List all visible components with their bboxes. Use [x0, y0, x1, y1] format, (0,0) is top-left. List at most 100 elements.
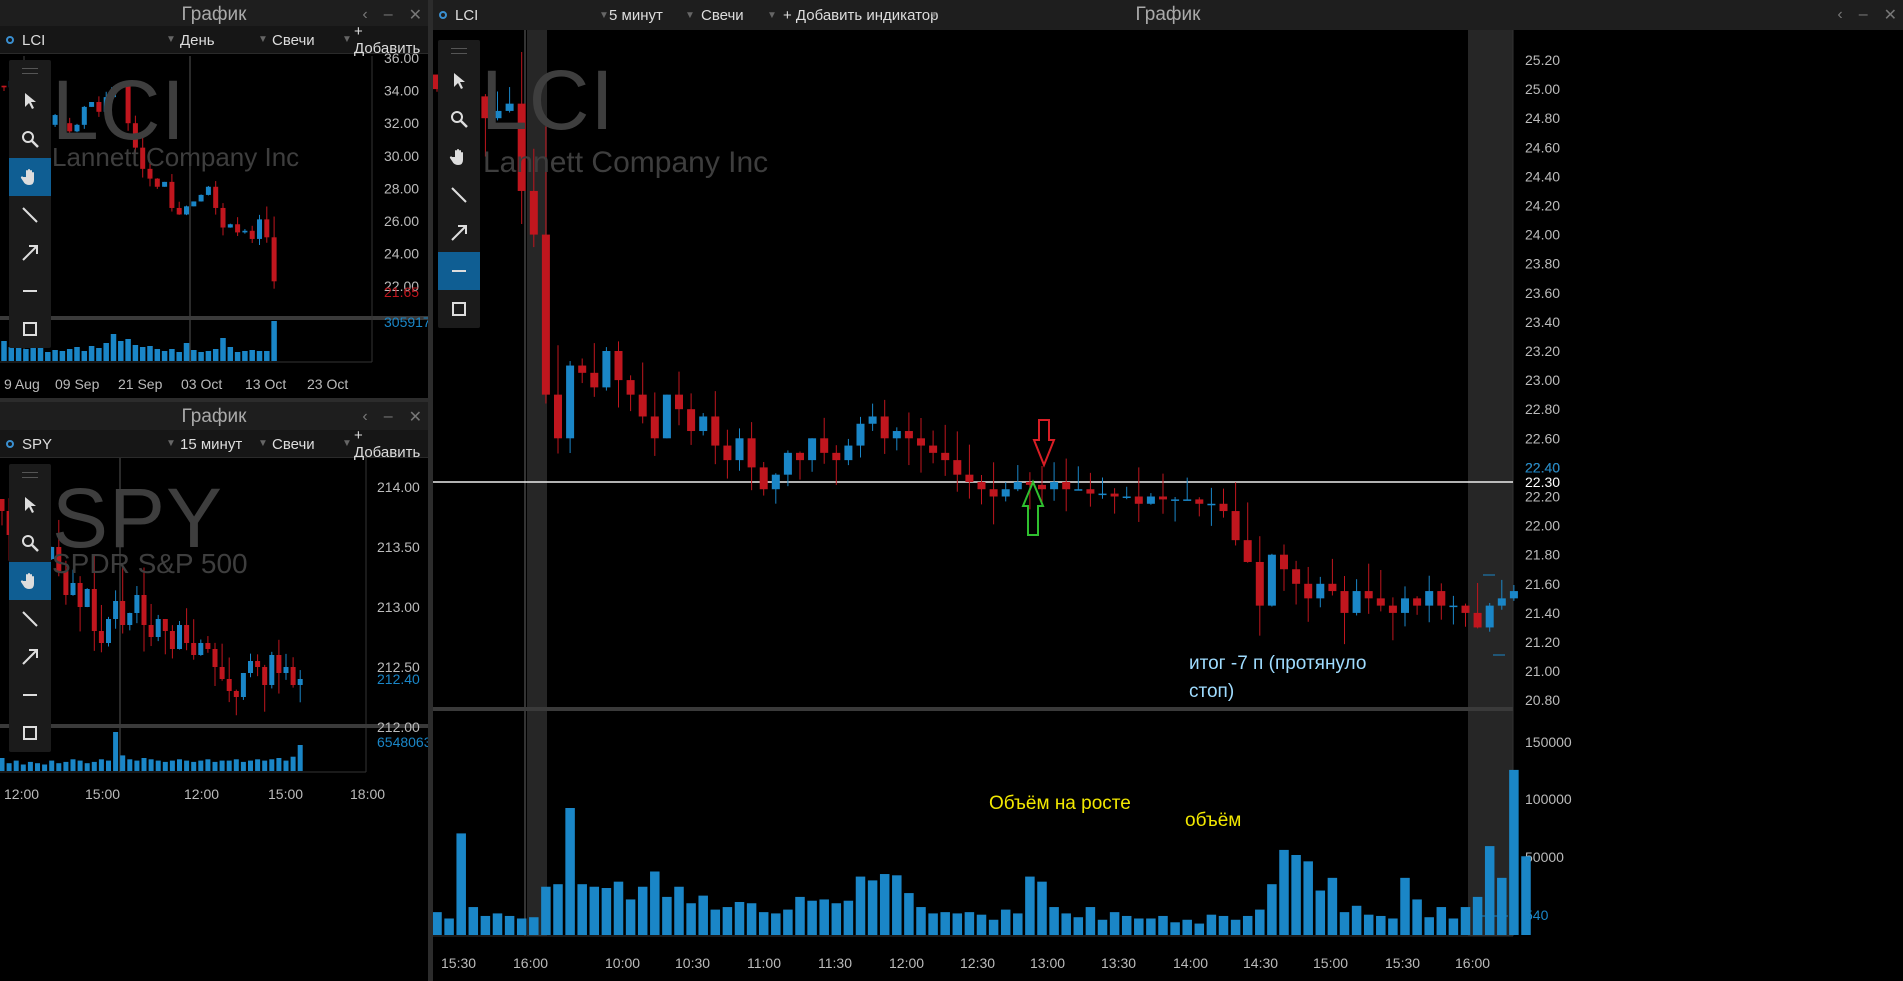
arrow-tool[interactable]	[9, 234, 51, 272]
candle-body	[155, 619, 161, 637]
rectangle-tool[interactable]	[438, 290, 480, 328]
rectangle-tool[interactable]	[9, 310, 51, 348]
chevron-left-icon[interactable]: ‹	[362, 6, 368, 23]
chevron-down-icon[interactable]: ▼	[342, 34, 352, 45]
x-axis-label: 16:00	[1455, 955, 1490, 971]
line-tool[interactable]	[9, 600, 51, 638]
volume-bar	[831, 903, 842, 935]
volume-bar	[177, 759, 182, 771]
interval-selector[interactable]: 5 минут	[609, 6, 663, 24]
chevron-down-icon[interactable]: ▼	[685, 10, 695, 21]
volume-bar	[91, 761, 97, 771]
cursor-tool[interactable]	[9, 82, 51, 120]
chevron-down-icon[interactable]: ▼	[258, 438, 268, 449]
symbol-selector[interactable]: LCI	[6, 26, 45, 54]
candle-body	[1098, 493, 1107, 496]
panel-titlebar[interactable]: LCI ▼ 5 минут ▼ Свечи ▼ + Добавить индик…	[433, 0, 1903, 30]
candle-body	[205, 643, 211, 649]
x-axis-label: 11:30	[818, 955, 852, 971]
candle-body	[796, 452, 804, 461]
price-chart[interactable]: 25.20 25.00 24.80 24.60 24.40 24.20 24.00 23.80…	[433, 0, 1903, 981]
chevron-down-icon[interactable]: ▼	[929, 10, 939, 21]
line-tool[interactable]	[9, 196, 51, 234]
volume-bar	[139, 347, 146, 361]
volume-axis-label: 50000	[1525, 849, 1564, 865]
horizontal-line-tool[interactable]	[9, 676, 51, 714]
volume-bar	[928, 913, 938, 935]
close-icon[interactable]: ✕	[408, 7, 422, 24]
candle-body	[269, 655, 275, 685]
volume-bar	[262, 760, 268, 771]
zoom-tool[interactable]	[9, 524, 51, 562]
zoom-tool[interactable]	[438, 100, 480, 138]
volume-bar	[1315, 890, 1326, 935]
chevron-down-icon[interactable]: ▼	[599, 10, 609, 21]
pan-tool[interactable]	[438, 138, 480, 176]
chevron-down-icon[interactable]: ▼	[342, 438, 352, 449]
y-axis-label: 23.20	[1525, 343, 1560, 359]
cursor-tool[interactable]	[9, 486, 51, 524]
grip-handle[interactable]	[9, 464, 51, 486]
panel-splitter[interactable]	[428, 0, 433, 981]
arrow-tool[interactable]	[438, 214, 480, 252]
zoom-tool[interactable]	[9, 120, 51, 158]
volume-bar	[529, 917, 539, 935]
candle-body	[148, 625, 154, 637]
chart-type-selector[interactable]: Свечи	[272, 31, 315, 49]
line-tool[interactable]	[438, 176, 480, 214]
chevron-left-icon[interactable]: ‹	[362, 408, 368, 425]
chevron-down-icon[interactable]: ▼	[258, 34, 268, 45]
grip-handle[interactable]	[9, 60, 51, 82]
pan-tool[interactable]	[9, 158, 51, 196]
panel-titlebar[interactable]: График ‹ – ✕	[0, 0, 428, 30]
add-indicator-button[interactable]: + Добавить индикатор	[783, 6, 939, 24]
candle-body	[257, 219, 262, 239]
minimize-icon[interactable]: –	[1858, 6, 1868, 23]
volume-bar	[161, 351, 168, 361]
chevron-down-icon[interactable]: ▼	[166, 34, 176, 45]
minimize-icon[interactable]: –	[383, 6, 393, 23]
interval-selector[interactable]: 15 минут	[180, 435, 243, 453]
symbol-selector[interactable]: LCI	[439, 0, 478, 30]
candle-body	[1, 85, 7, 88]
symbol-selector[interactable]: SPY	[6, 430, 52, 458]
grip-handle[interactable]	[438, 40, 480, 62]
panel-splitter[interactable]	[0, 398, 428, 402]
close-icon[interactable]: ✕	[1883, 7, 1897, 24]
chevron-left-icon[interactable]: ‹	[1837, 6, 1843, 23]
horizontal-line-tool[interactable]	[438, 252, 480, 290]
diagonal-line-icon	[22, 611, 38, 627]
horizontal-line-icon	[452, 270, 466, 272]
y-axis-label: 24.80	[1525, 110, 1560, 126]
candle-body	[1292, 569, 1301, 584]
chart-type-selector[interactable]: Свечи	[701, 6, 744, 24]
volume-bar	[162, 761, 168, 771]
volume-bar	[433, 912, 442, 935]
rectangle-tool[interactable]	[9, 714, 51, 752]
x-axis-label: 15:30	[1385, 955, 1420, 971]
chevron-down-icon[interactable]: ▼	[166, 438, 176, 449]
arrow-tool[interactable]	[9, 638, 51, 676]
chevron-down-icon[interactable]: ▼	[767, 10, 777, 21]
volume-bar	[15, 343, 22, 361]
horizontal-line-icon	[23, 290, 37, 292]
panel-titlebar[interactable]: График ‹ – ✕	[0, 402, 428, 432]
volume-bar	[650, 871, 660, 935]
close-icon[interactable]: ✕	[408, 409, 422, 426]
volume-bar	[625, 899, 636, 935]
add-indicator-button[interactable]: + Добавить	[354, 427, 421, 461]
candle-body	[184, 625, 190, 643]
pan-tool[interactable]	[9, 562, 51, 600]
candle-body	[255, 661, 261, 667]
candle-body	[820, 438, 829, 453]
horizontal-line-tool[interactable]	[9, 272, 51, 310]
add-indicator-button[interactable]: + Добавить	[354, 23, 421, 57]
candle-body	[113, 601, 119, 619]
price-chart[interactable]: 36.00 34.00 32.00 30.00 28.00 26.00 24.00 22.00…	[0, 0, 428, 398]
interval-selector[interactable]: День	[180, 31, 215, 49]
chart-type-selector[interactable]: Свечи	[272, 435, 315, 453]
volume-bar	[1061, 913, 1071, 935]
minimize-icon[interactable]: –	[383, 408, 393, 425]
volume-bar	[1303, 861, 1313, 935]
cursor-tool[interactable]	[438, 62, 480, 100]
